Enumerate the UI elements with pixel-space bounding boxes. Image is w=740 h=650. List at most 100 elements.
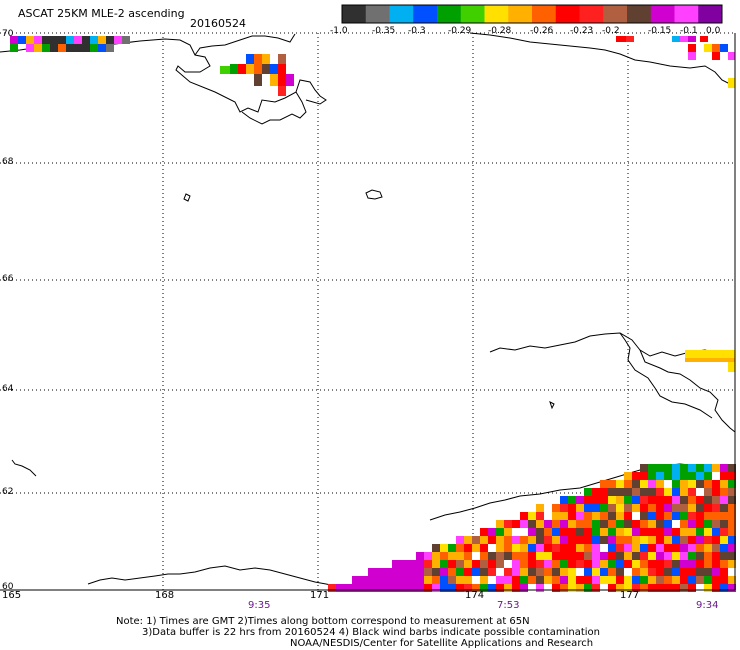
swath-cell	[664, 584, 672, 592]
time-label-1: 9:35	[248, 600, 271, 611]
swath-cell	[664, 568, 672, 576]
swath-cell	[544, 584, 552, 592]
swath-cell	[552, 552, 560, 560]
swath-cell	[624, 568, 632, 576]
swath-cell	[504, 528, 512, 536]
swath-cell	[688, 512, 696, 520]
swath-cell	[728, 552, 736, 560]
swath-cell	[696, 552, 704, 560]
colorbar-tick-label: -0.2	[602, 26, 620, 36]
swath-cell	[648, 560, 656, 568]
swath-cell	[512, 576, 520, 584]
swath-cell	[544, 576, 552, 584]
colorbar-swatch	[532, 5, 557, 23]
swath-cell	[664, 496, 672, 504]
colorbar-tick-label: -0.3	[408, 26, 426, 36]
swath-cell	[640, 480, 648, 488]
lat-label-66: 66	[2, 274, 14, 284]
swath-cell	[712, 544, 720, 552]
swath-cell	[632, 536, 640, 544]
swath-cell	[488, 568, 496, 576]
swath-cell	[720, 576, 728, 584]
swath-cell	[712, 568, 720, 576]
swath-cell	[624, 496, 632, 504]
swath-cell	[576, 512, 584, 520]
swath-cell	[680, 560, 688, 568]
swath-cell	[616, 568, 624, 576]
swath-cell	[576, 536, 584, 544]
swath-cell	[584, 520, 592, 528]
swath-cell	[696, 560, 704, 568]
swath-cell	[600, 584, 608, 592]
swath-cell	[728, 496, 736, 504]
swath-cell	[616, 504, 624, 512]
swath-cell	[672, 560, 680, 568]
swath-cell	[528, 536, 536, 544]
swath-cell	[520, 544, 528, 552]
swath-cell	[680, 544, 688, 552]
swath-cell	[392, 576, 400, 584]
swath-cell	[464, 536, 472, 544]
swath-cell	[432, 544, 440, 552]
swath-cell	[600, 568, 608, 576]
swath-cell	[600, 536, 608, 544]
swath-cell	[440, 576, 448, 584]
swath-cell	[624, 504, 632, 512]
swath-cell	[576, 568, 584, 576]
swath-cell	[728, 528, 736, 536]
swath-cell	[424, 568, 432, 576]
swath-cell	[664, 528, 672, 536]
swath-cell	[544, 520, 552, 528]
swath-cell	[504, 552, 512, 560]
swath-cell	[664, 544, 672, 552]
swath-cell	[704, 536, 712, 544]
swath-cell	[464, 584, 472, 592]
swath-cell	[496, 560, 504, 568]
swath-cell	[472, 584, 480, 592]
swath-cell	[600, 560, 608, 568]
swath-cell	[664, 504, 672, 512]
swath-cell	[648, 576, 656, 584]
swath-cell	[592, 544, 600, 552]
swath-cell	[360, 576, 368, 584]
swath-cell	[424, 560, 432, 568]
swath-cell	[528, 552, 536, 560]
swath-cell	[648, 544, 656, 552]
swath-cell	[536, 568, 544, 576]
swath-cell	[632, 560, 640, 568]
swath-cell	[728, 480, 736, 488]
swath-cell	[624, 552, 632, 560]
data-swath-bottom	[328, 464, 736, 592]
swath-cell	[496, 584, 504, 592]
swath-cell	[440, 560, 448, 568]
swath-cell	[680, 536, 688, 544]
swath-cell	[680, 464, 688, 472]
swath-cell	[424, 552, 432, 560]
swath-cell	[560, 496, 568, 504]
swath-cell	[648, 464, 656, 472]
map-title: ASCAT 25KM MLE-2 ascending	[18, 7, 185, 20]
colorbar-swatch	[603, 5, 628, 23]
swath-cell	[632, 520, 640, 528]
swath-cell	[640, 488, 648, 496]
swath-cell	[664, 472, 672, 480]
swath-cell	[408, 584, 416, 592]
colorbar-swatch	[650, 5, 675, 23]
swath-cell	[552, 536, 560, 544]
swath-cell	[440, 552, 448, 560]
swath-cell	[480, 560, 488, 568]
swath-cell	[560, 504, 568, 512]
swath-cell	[672, 496, 680, 504]
swath-cell	[640, 512, 648, 520]
swath-cell	[720, 520, 728, 528]
swath-cell	[640, 584, 648, 592]
swath-cell	[512, 560, 520, 568]
swath-cell	[400, 568, 408, 576]
swath-cell	[640, 536, 648, 544]
swath-cell	[632, 528, 640, 536]
swath-cell	[584, 536, 592, 544]
swath-cell	[656, 520, 664, 528]
swath-cell	[448, 544, 456, 552]
swath-cell	[696, 576, 704, 584]
swath-cell	[432, 584, 440, 592]
